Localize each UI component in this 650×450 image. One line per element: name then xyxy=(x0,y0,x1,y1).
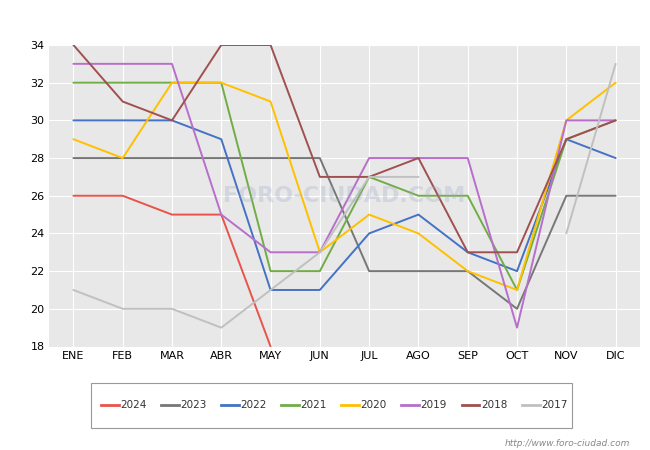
Text: 2022: 2022 xyxy=(240,400,266,410)
Text: Afiliados en Pina de Montalgrao a 31/5/2024: Afiliados en Pina de Montalgrao a 31/5/2… xyxy=(148,13,502,28)
Text: 2023: 2023 xyxy=(180,400,207,410)
Text: 2017: 2017 xyxy=(541,400,567,410)
Text: 2018: 2018 xyxy=(481,400,507,410)
Text: http://www.foro-ciudad.com: http://www.foro-ciudad.com xyxy=(505,439,630,448)
Text: FORO-CIUDAD.COM: FORO-CIUDAD.COM xyxy=(224,186,465,206)
Text: 2024: 2024 xyxy=(120,400,146,410)
Text: 2020: 2020 xyxy=(361,400,387,410)
Text: 2021: 2021 xyxy=(300,400,327,410)
Text: 2019: 2019 xyxy=(421,400,447,410)
